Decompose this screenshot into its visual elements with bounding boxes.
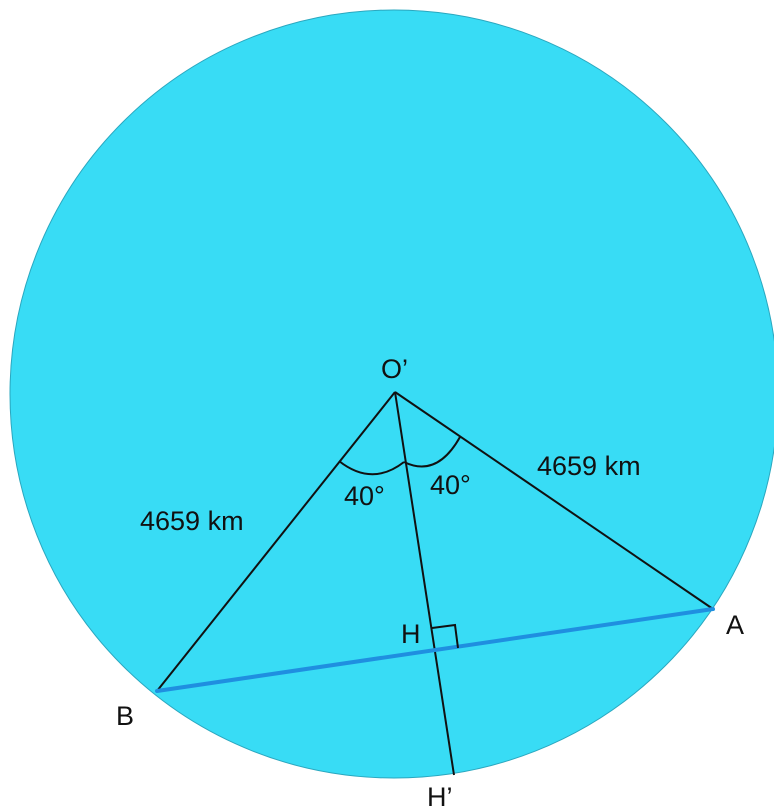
- radius-o-b: [156, 391, 396, 692]
- label-foot-h: H: [401, 619, 421, 649]
- label-point-b: B: [116, 701, 134, 731]
- label-point-a: A: [726, 610, 744, 640]
- bisector-o-h-prime: [394, 391, 455, 776]
- radius-o-a: [394, 391, 714, 610]
- label-point-h-prime: H’: [427, 782, 453, 809]
- label-length-right: 4659 km: [537, 451, 641, 481]
- label-length-left: 4659 km: [140, 506, 244, 536]
- label-center-o-prime: O’: [381, 354, 408, 384]
- right-angle-marker: [431, 623, 459, 649]
- circle: [9, 9, 774, 779]
- label-angle-right: 40°: [430, 470, 471, 500]
- angle-arc-left: [338, 460, 405, 476]
- angle-arc-right: [403, 436, 461, 468]
- chord-a-b: [155, 607, 715, 693]
- label-angle-left: 40°: [344, 481, 385, 511]
